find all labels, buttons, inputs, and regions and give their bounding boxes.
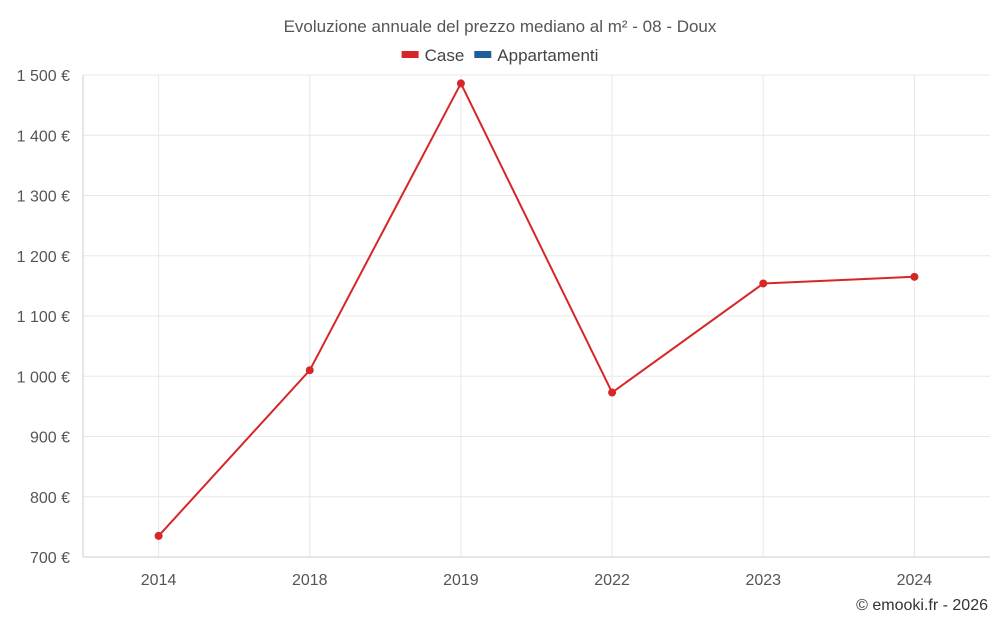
legend-item-appartamenti[interactable]: Appartamenti xyxy=(474,46,598,65)
y-tick-label: 700 € xyxy=(30,550,70,567)
legend-item-case[interactable]: Case xyxy=(401,46,465,65)
x-tick-label: 2024 xyxy=(897,572,933,589)
credit-text: © emooki.fr - 2026 xyxy=(856,597,988,614)
y-tick-label: 1 100 € xyxy=(17,309,70,326)
data-point[interactable] xyxy=(305,366,314,375)
y-tick-label: 800 € xyxy=(30,490,70,507)
legend-swatch xyxy=(401,51,419,58)
x-tick-label: 2022 xyxy=(594,572,630,589)
x-tick-label: 2019 xyxy=(443,572,479,589)
data-point[interactable] xyxy=(910,272,919,281)
series-layer xyxy=(154,79,919,540)
y-tick-label: 1 000 € xyxy=(17,369,70,386)
y-tick-label: 900 € xyxy=(30,430,70,447)
x-tick-label: 2014 xyxy=(141,572,177,589)
legend: Case Appartamenti xyxy=(401,46,598,65)
y-tick-label: 1 200 € xyxy=(17,249,70,266)
legend-swatch xyxy=(474,51,492,58)
data-point[interactable] xyxy=(608,388,617,397)
y-tick-label: 1 300 € xyxy=(17,189,70,206)
y-tick-label: 1 400 € xyxy=(17,128,70,145)
y-tick-label: 1 500 € xyxy=(17,68,70,85)
series-line-case xyxy=(157,81,915,537)
x-axis: 2014 2018 2019 2022 2023 2024 xyxy=(83,556,990,589)
data-point[interactable] xyxy=(154,531,163,540)
data-point[interactable] xyxy=(456,79,465,88)
grid xyxy=(83,74,990,557)
legend-label: Appartamenti xyxy=(497,46,598,65)
y-axis: 700 € 800 € 900 € 1 000 € 1 100 € 1 200 € 1 30… xyxy=(17,68,84,567)
legend-label: Case xyxy=(425,46,465,65)
data-point[interactable] xyxy=(759,279,768,288)
x-tick-label: 2018 xyxy=(292,572,328,589)
x-tick-label: 2023 xyxy=(745,572,781,589)
chart-title: Evoluzione annuale del prezzo mediano al… xyxy=(284,17,717,36)
